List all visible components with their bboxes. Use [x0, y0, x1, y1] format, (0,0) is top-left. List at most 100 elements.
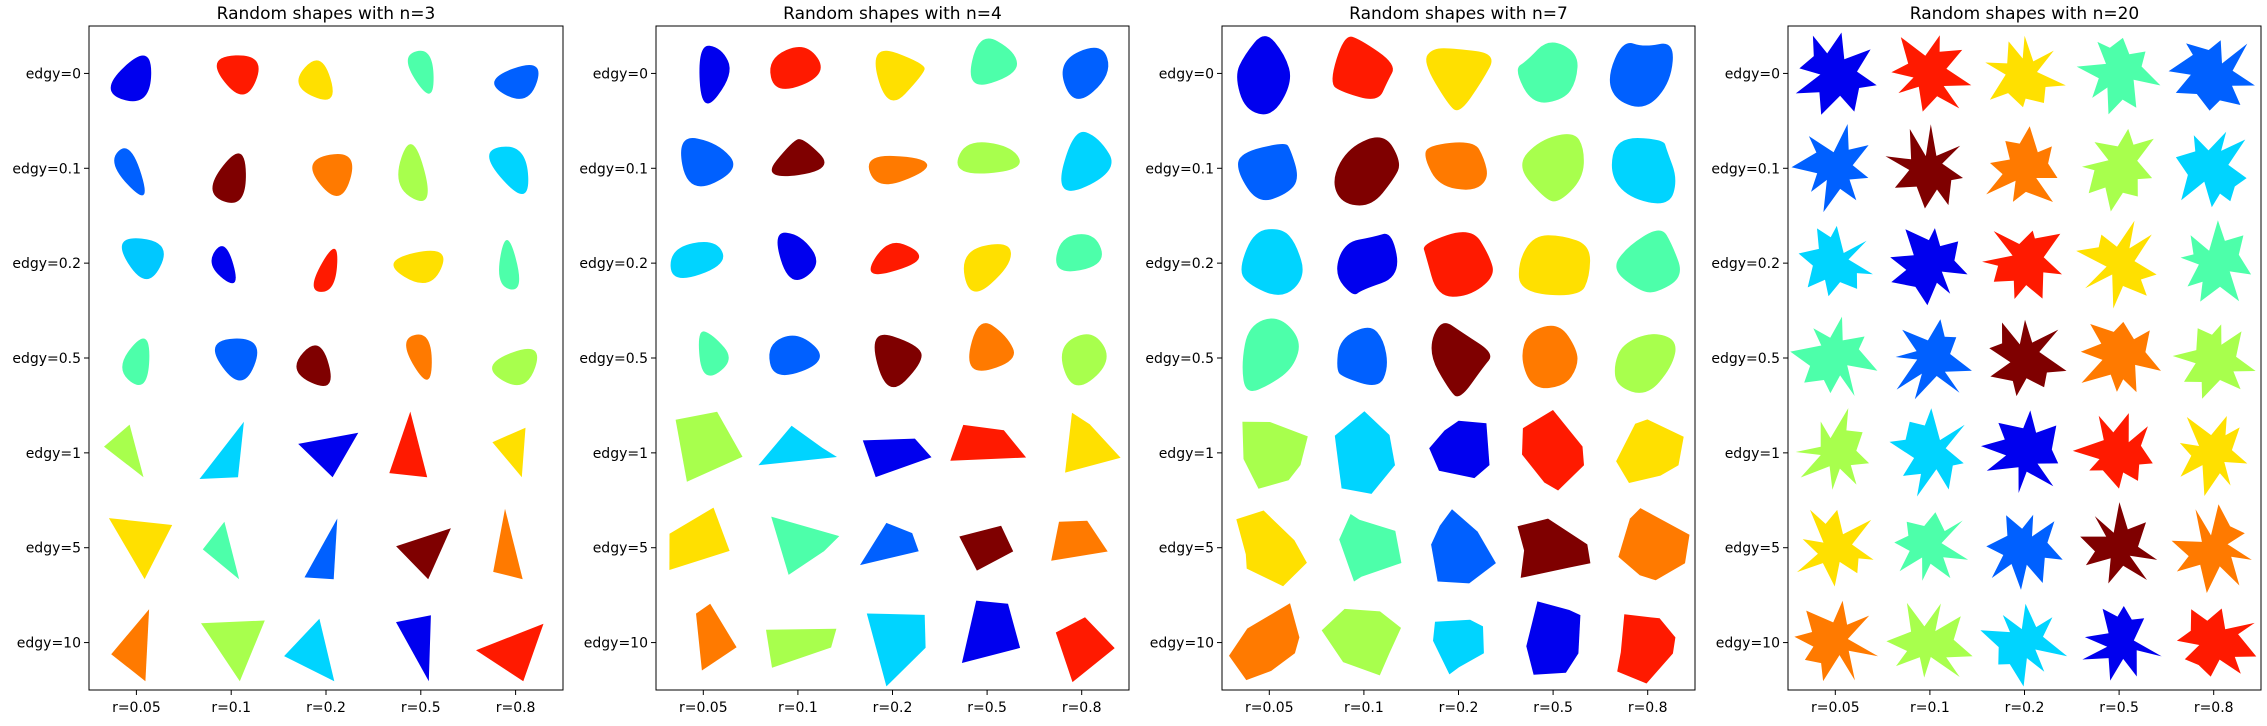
- shape-r7-c1: [696, 603, 737, 671]
- shape-r5-c3: [862, 438, 932, 478]
- shape-r2-c1: [1791, 124, 1869, 213]
- x-tick-label: r=0.5: [2099, 700, 2139, 716]
- shape-r1-c4: [2076, 37, 2161, 115]
- y-tick-label: edgy=0.2: [1145, 256, 1214, 272]
- shape-r5-c5: [1065, 412, 1121, 473]
- shape-r5-c5: [492, 427, 526, 478]
- shape-r4-c3: [1431, 323, 1491, 397]
- shape-r6-c5: [1051, 520, 1108, 561]
- shape-r5-c4: [2072, 413, 2153, 489]
- shape-r6-c2: [1894, 512, 1969, 581]
- shape-r3-c1: [121, 238, 164, 280]
- shape-r4-c1: [122, 338, 150, 386]
- x-tick-label: r=0.05: [1811, 700, 1860, 716]
- shape-r1-c3: [1426, 48, 1492, 111]
- y-tick-label: edgy=1: [26, 446, 81, 462]
- y-tick-label: edgy=10: [1716, 636, 1780, 652]
- y-tick-label: edgy=5: [593, 541, 648, 557]
- shape-r7-c2: [201, 620, 265, 682]
- shape-r1-c1: [110, 55, 152, 102]
- shape-r5-c2: [1334, 411, 1395, 494]
- panel-3: Random shapes with n=7 r=0.05 r=0.1 r=0.2 r=…: [1145, 4, 1696, 716]
- shape-r3-c3: [313, 248, 338, 292]
- shape-r3-c4: [393, 250, 444, 284]
- shape-r5-c3: [1429, 420, 1490, 479]
- shape-r1-c1: [699, 45, 730, 104]
- shape-r1-c2: [770, 46, 821, 89]
- shape-r3-c2: [777, 232, 817, 280]
- y-tick-label: edgy=1: [593, 446, 648, 462]
- y-tick-label: edgy=5: [1725, 541, 1780, 557]
- shape-r6-c3: [860, 522, 919, 566]
- shape-r2-c2: [1885, 124, 1963, 209]
- shape-r1-c3: [1985, 35, 2066, 108]
- shape-r3-c4: [963, 244, 1011, 292]
- shape-r1-c5: [1062, 47, 1109, 99]
- shape-r5-c5: [2179, 416, 2248, 496]
- shape-r5-c2: [1889, 408, 1965, 497]
- shape-r6-c5: [2171, 504, 2252, 593]
- shape-r5-c4: [389, 411, 428, 478]
- x-tick-label: r=0.05: [679, 700, 728, 716]
- shape-r4-c1: [698, 331, 729, 376]
- shape-r1-c1: [1795, 32, 1877, 115]
- x-tick-label: r=0.5: [1533, 700, 1573, 716]
- x-tick-label: r=0.2: [1439, 700, 1479, 716]
- shape-r2-c5: [489, 146, 529, 195]
- shape-r4-c5: [2172, 324, 2256, 399]
- shape-r2-c5: [1611, 138, 1676, 204]
- x-tick-label: r=0.8: [496, 700, 536, 716]
- shape-r6-c1: [108, 518, 173, 580]
- x-tick-label: r=0.8: [2194, 700, 2234, 716]
- shape-r3-c5: [2180, 220, 2252, 302]
- x-tick-label: r=0.1: [1910, 700, 1950, 716]
- panel-4: Random shapes with n=20 r=0.05 r=0.1 r=0.2 r…: [1711, 4, 2262, 716]
- shape-r2-c3: [312, 153, 353, 197]
- shape-r2-c2: [771, 139, 825, 177]
- panel-title: Random shapes with n=4: [783, 4, 1002, 24]
- shape-r2-c4: [398, 144, 428, 201]
- shape-r7-c5: [2176, 608, 2257, 677]
- shape-r6-c3: [1986, 514, 2063, 590]
- shape-r6-c1: [1797, 509, 1874, 587]
- shape-r6-c4: [959, 525, 1014, 571]
- shape-r7-c2: [1886, 602, 1973, 678]
- y-tick-label: edgy=0.2: [12, 256, 81, 272]
- shape-r7-c1: [1794, 600, 1879, 682]
- shape-r3-c5: [499, 240, 520, 290]
- shape-r7-c3: [866, 613, 926, 687]
- shape-r2-c3: [1425, 142, 1487, 190]
- x-tick-label: r=0.2: [873, 700, 913, 716]
- shape-r1-c1: [1237, 36, 1291, 115]
- x-tick-label: r=0.1: [778, 700, 818, 716]
- y-tick-label: edgy=0.2: [1711, 256, 1780, 272]
- shape-r1-c5: [494, 65, 539, 99]
- y-tick-label: edgy=0: [26, 66, 81, 82]
- shape-r5-c3: [298, 432, 359, 478]
- shape-r7-c2: [766, 628, 837, 668]
- shape-r6-c5: [493, 508, 523, 580]
- shape-r2-c3: [1986, 126, 2058, 202]
- x-tick-label: r=0.1: [1344, 700, 1384, 716]
- panel-1: Random shapes with n=3 r=0.05 r=0.1 r=0.2 r=…: [12, 4, 564, 716]
- shape-r1-c2: [216, 55, 259, 95]
- y-tick-label: edgy=0.1: [1145, 161, 1214, 177]
- shape-r7-c4: [961, 600, 1021, 663]
- shape-r6-c4: [1517, 518, 1591, 578]
- shape-r5-c2: [758, 425, 837, 466]
- y-tick-label: edgy=0.5: [579, 351, 648, 367]
- shape-r3-c1: [1798, 225, 1873, 297]
- shape-r2-c4: [1522, 134, 1584, 202]
- y-tick-label: edgy=10: [1150, 636, 1214, 652]
- shape-r4-c1: [1790, 316, 1878, 396]
- shape-r6-c4: [2080, 502, 2158, 584]
- shape-r2-c1: [1238, 144, 1297, 201]
- panel-title: Random shapes with n=20: [1910, 4, 2139, 24]
- shape-r3-c3: [1982, 230, 2062, 299]
- shape-r4-c1: [1242, 318, 1299, 392]
- shape-r6-c2: [771, 516, 840, 575]
- y-tick-label: edgy=10: [584, 636, 648, 652]
- x-tick-label: r=0.5: [401, 700, 441, 716]
- shape-r7-c5: [476, 623, 544, 682]
- shape-r3-c3: [1423, 232, 1493, 297]
